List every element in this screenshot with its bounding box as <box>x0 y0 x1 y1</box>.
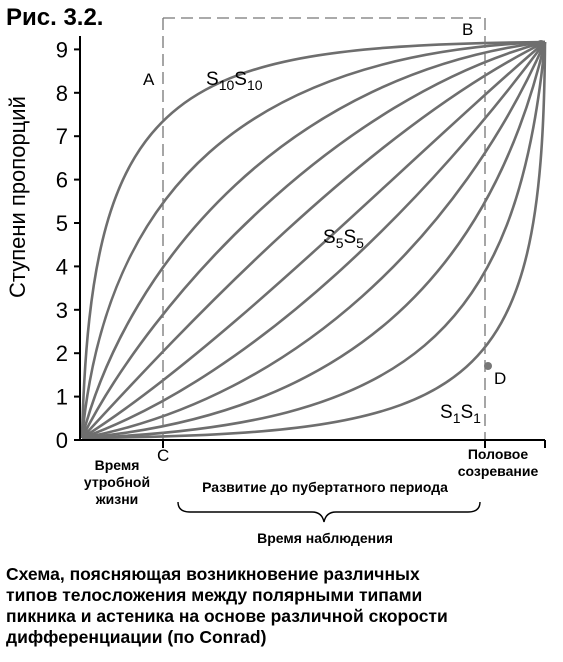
growth-curve <box>81 41 547 440</box>
y-tick-label: 5 <box>56 211 68 236</box>
curve-label-s10: S10S10 <box>206 69 263 93</box>
y-axis-ticks: 0 1 2 3 4 5 6 7 8 9 <box>56 37 80 453</box>
growth-curve <box>80 40 546 439</box>
growth-curve <box>80 40 546 439</box>
growth-curve <box>80 40 546 439</box>
curve-family <box>80 40 547 440</box>
development-label: Развитие до пубертатного периода <box>202 479 448 495</box>
figure-caption: Схема, поясняющая возникновение различны… <box>6 564 556 648</box>
point-d-marker <box>484 362 492 370</box>
prenatal-label: Время утробной жизни <box>83 457 151 507</box>
point-c-label: C <box>157 446 169 465</box>
observation-brace <box>177 501 481 523</box>
point-b-label: B <box>462 20 473 39</box>
growth-curve <box>81 41 546 440</box>
y-tick-label: 9 <box>56 37 68 62</box>
y-tick-label: 3 <box>56 298 68 323</box>
caption-line: пикника и астеника на основе различной с… <box>6 606 448 626</box>
axes <box>79 36 545 441</box>
puberty-label: Половое созревание <box>457 446 539 479</box>
caption-line: Схема, поясняющая возникновение различны… <box>6 564 420 584</box>
growth-curve <box>81 41 547 440</box>
point-a-label: A <box>143 70 155 89</box>
curve-label-s1: S1S1 <box>440 402 481 426</box>
growth-curve <box>81 41 547 440</box>
caption-line: дифференциации (по Conrad) <box>6 627 267 647</box>
y-tick-label: 2 <box>56 341 68 366</box>
y-tick-label: 1 <box>56 385 68 410</box>
curve-label-s5: S5S5 <box>323 227 364 251</box>
y-tick-label: 6 <box>56 168 68 193</box>
figure-label: Рис. 3.2. <box>6 4 104 31</box>
caption-line: типов телосложения между полярными типам… <box>6 585 423 605</box>
growth-curve <box>80 40 546 439</box>
y-tick-label: 8 <box>56 81 68 106</box>
y-tick-label: 4 <box>56 254 68 279</box>
growth-curve <box>81 40 546 439</box>
convergence-point <box>536 40 546 50</box>
dashed-frame <box>162 17 486 440</box>
growth-curve <box>81 41 547 440</box>
y-tick-label: 0 <box>56 428 68 453</box>
growth-curve <box>81 41 547 440</box>
y-tick-label: 7 <box>56 124 68 149</box>
point-d-label: D <box>494 369 506 388</box>
observation-label: Время наблюдения <box>257 530 393 546</box>
